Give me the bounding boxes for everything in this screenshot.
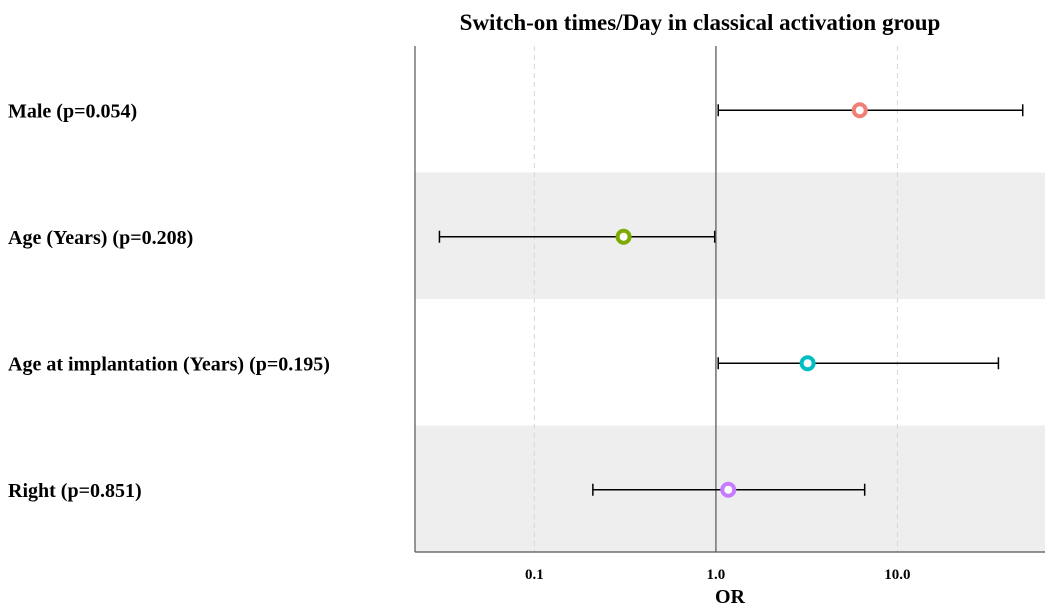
plot-area: 0.1 1.0 10.0	[414, 46, 1045, 583]
or-point	[851, 102, 868, 119]
row-band	[415, 299, 1045, 426]
x-tick-label: 10.0	[884, 567, 910, 583]
x-tick-label: 1.0	[707, 567, 726, 583]
chart-title: Switch-on times/Day in classical activat…	[460, 10, 941, 35]
row-band	[415, 46, 1045, 173]
row-label: Right (p=0.851)	[8, 480, 142, 502]
row-label: Age at implantation (Years) (p=0.195)	[8, 353, 330, 375]
row-band	[415, 172, 1045, 299]
or-point	[799, 355, 816, 372]
or-point	[720, 481, 737, 498]
x-tick-label: 0.1	[525, 567, 544, 583]
row-label: Male (p=0.054)	[8, 100, 137, 122]
or-point	[615, 228, 632, 245]
row-label: Age (Years) (p=0.208)	[8, 227, 193, 249]
x-axis-label: OR	[715, 586, 746, 608]
